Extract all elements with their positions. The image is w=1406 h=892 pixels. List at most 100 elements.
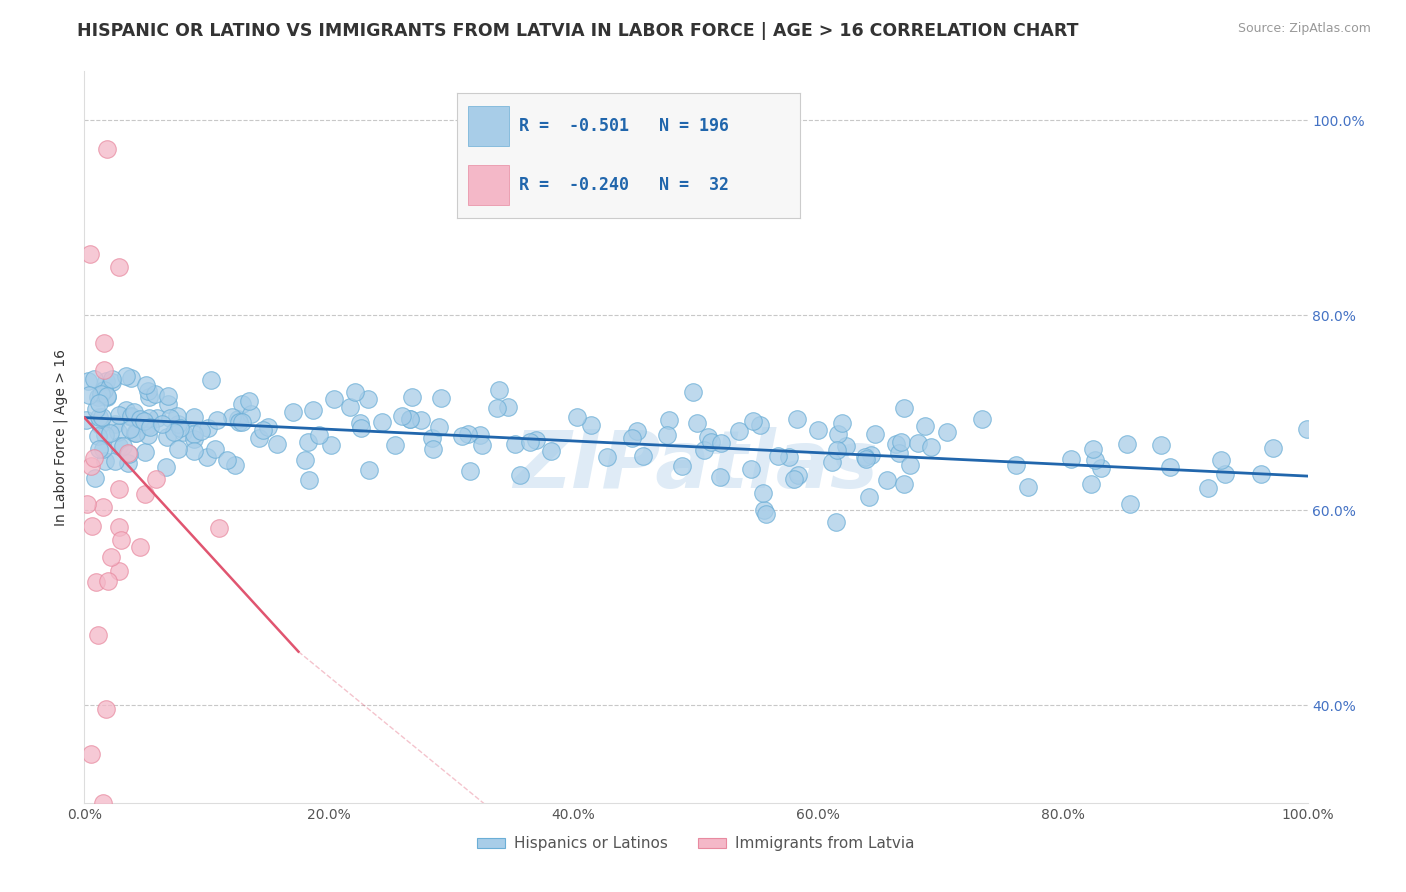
Point <box>94 702 117 716</box>
Point <box>228 415 250 429</box>
Point <box>231 397 253 411</box>
Point <box>89 418 111 433</box>
Point <box>1080 477 1102 491</box>
Point <box>752 502 775 516</box>
Point <box>1084 453 1107 467</box>
Point <box>79 246 101 260</box>
Point <box>266 437 288 451</box>
Point <box>540 443 562 458</box>
Point <box>471 438 494 452</box>
Point <box>200 373 222 387</box>
Point <box>169 421 191 435</box>
Point <box>430 391 453 405</box>
Point <box>853 450 876 465</box>
Point <box>90 873 112 888</box>
Point <box>579 418 602 433</box>
Point <box>150 417 173 432</box>
Point <box>120 409 142 423</box>
Point <box>457 426 479 441</box>
Point <box>749 417 772 432</box>
Point <box>970 411 993 425</box>
Point <box>115 369 138 384</box>
Point <box>887 446 910 460</box>
Point <box>183 409 205 424</box>
Point <box>90 387 112 401</box>
Point <box>524 433 547 447</box>
Point <box>91 796 114 810</box>
Point <box>835 439 858 453</box>
Legend: Hispanics or Latinos, Immigrants from Latvia: Hispanics or Latinos, Immigrants from La… <box>471 830 921 857</box>
Point <box>682 384 704 399</box>
Point <box>427 420 450 434</box>
Point <box>786 412 808 426</box>
Point <box>217 452 239 467</box>
Point <box>281 405 304 419</box>
Point <box>96 390 118 404</box>
Point <box>460 464 482 478</box>
Point <box>411 413 433 427</box>
Point <box>728 424 751 438</box>
Point <box>876 473 898 487</box>
Point <box>110 533 132 547</box>
Point <box>104 453 127 467</box>
Point <box>83 450 105 465</box>
Point <box>117 446 139 460</box>
Point <box>84 470 107 484</box>
Point <box>166 409 188 423</box>
Point <box>1261 442 1284 456</box>
Point <box>686 416 709 430</box>
Point <box>108 408 131 422</box>
Point <box>893 401 915 416</box>
Point <box>128 411 150 425</box>
Point <box>155 430 177 444</box>
Point <box>96 142 118 156</box>
Point <box>93 335 115 350</box>
Point <box>91 442 114 456</box>
Point <box>80 458 103 473</box>
Point <box>87 429 110 443</box>
Point <box>91 500 114 514</box>
Point <box>323 392 346 406</box>
Point <box>120 371 142 385</box>
Point <box>87 442 110 456</box>
Point <box>167 442 190 456</box>
Point <box>139 420 162 434</box>
Point <box>104 417 127 432</box>
Point <box>166 417 188 432</box>
Point <box>93 383 115 397</box>
Point <box>89 396 111 410</box>
Point <box>751 486 773 500</box>
Point <box>80 747 103 761</box>
Point <box>183 426 205 441</box>
Point <box>138 390 160 404</box>
Point <box>100 549 122 564</box>
Point <box>657 412 679 426</box>
Point <box>228 412 250 426</box>
Point <box>183 432 205 446</box>
Point <box>252 423 274 437</box>
Point <box>742 414 765 428</box>
Point <box>827 426 849 441</box>
Point <box>101 375 124 389</box>
Text: ZIPatlas: ZIPatlas <box>513 427 879 506</box>
Point <box>155 460 177 475</box>
Point <box>696 430 718 444</box>
Point <box>240 407 263 421</box>
Point <box>422 442 444 456</box>
Point <box>319 438 342 452</box>
Point <box>399 412 422 426</box>
Point <box>145 387 167 401</box>
Point <box>420 431 443 445</box>
Point <box>159 410 181 425</box>
Point <box>1150 438 1173 452</box>
Point <box>195 450 218 464</box>
Point <box>114 403 136 417</box>
Point <box>807 423 830 437</box>
Point <box>134 487 156 501</box>
Point <box>350 421 373 435</box>
Point <box>172 425 194 440</box>
Point <box>219 835 242 849</box>
Point <box>671 459 693 474</box>
Point <box>108 482 131 496</box>
Point <box>783 472 806 486</box>
